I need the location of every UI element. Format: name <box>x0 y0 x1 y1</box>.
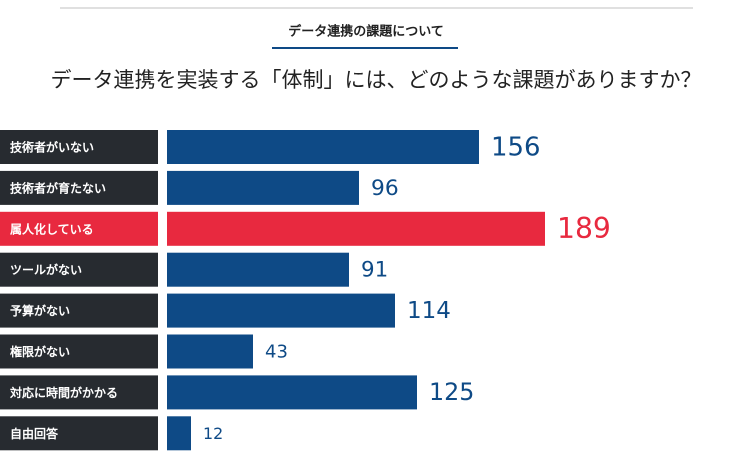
category-box <box>0 293 158 328</box>
bar <box>167 170 359 205</box>
value-label: 189 <box>557 212 611 245</box>
chart-title: データ連携を実装する「体制」には、どのような課題がありますか？ <box>51 68 702 92</box>
category-label: 予算がない <box>10 303 70 318</box>
bar <box>167 252 349 287</box>
category-box <box>0 170 158 205</box>
value-label: 125 <box>429 378 474 406</box>
value-label: 12 <box>203 424 223 443</box>
category-box <box>0 252 158 287</box>
category-box <box>0 211 158 246</box>
chart-subtitle: データ連携の課題について <box>288 24 444 40</box>
category-label: ツールがない <box>10 262 82 277</box>
value-label: 96 <box>371 176 399 201</box>
category-label: 自由回答 <box>10 426 59 441</box>
bar <box>167 334 253 369</box>
value-label: 114 <box>407 298 451 324</box>
value-label: 43 <box>265 342 288 363</box>
value-label: 91 <box>361 258 388 283</box>
bar <box>167 211 545 246</box>
category-label: 技術者が育たない <box>10 180 106 195</box>
bar <box>167 293 395 328</box>
category-label: 技術者がいない <box>10 140 94 155</box>
category-label: 権限がない <box>10 344 70 359</box>
category-label: 対応に時間がかかる <box>9 385 118 400</box>
value-label: 156 <box>491 133 540 163</box>
bar <box>167 130 479 164</box>
bar <box>167 416 191 451</box>
category-box <box>0 375 158 410</box>
category-box <box>0 130 158 164</box>
category-label: 属人化している <box>10 221 94 236</box>
category-box <box>0 416 158 451</box>
category-box <box>0 334 158 369</box>
bar <box>167 375 417 410</box>
